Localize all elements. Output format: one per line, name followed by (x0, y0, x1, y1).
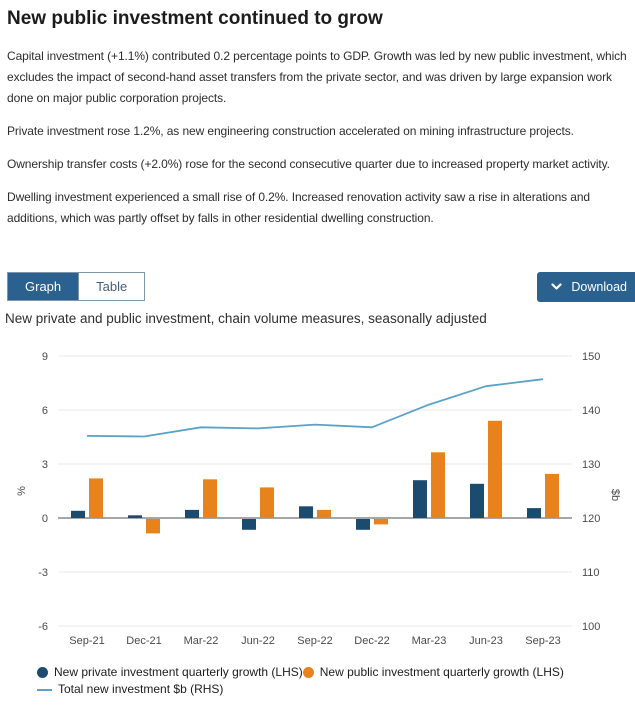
legend-item-total[interactable]: Total new investment $b (RHS) (37, 681, 223, 698)
public-bars (89, 420, 559, 534)
left-axis-title: % (16, 486, 28, 496)
legend-item-public[interactable]: New public investment quarterly growth (… (302, 664, 564, 681)
bar (146, 519, 160, 534)
bar (185, 509, 199, 518)
private-series-swatch (37, 667, 48, 678)
tab-table[interactable]: Table (78, 273, 145, 300)
investment-chart: 9 6 3 0 -3 -6 150 140 130 120 110 100% $b Sep-21 Dec-2… (16, 351, 621, 647)
x-axis-labels: Sep-21 Dec-21 Mar-22 Jun-22 Sep-22 Dec-22 Mar-… (69, 635, 560, 647)
legend-item-private[interactable]: New private investment quarterly growth … (37, 664, 303, 681)
bar (71, 510, 85, 518)
chevron-down-icon (551, 283, 563, 291)
page-title: New public investment continued to grow (7, 8, 383, 29)
svg-text:3: 3 (42, 459, 48, 471)
chart-toolbar: Graph Table Download (7, 272, 635, 302)
svg-text:-3: -3 (38, 567, 48, 579)
svg-text:120: 120 (582, 513, 600, 525)
svg-text:110: 110 (582, 567, 600, 579)
total-series-swatch (37, 688, 52, 691)
body-text: Capital investment (+1.1%) contributed 0… (7, 46, 635, 272)
download-label: Download (571, 280, 627, 294)
chart-legend: New private investment quarterly growth … (37, 664, 635, 698)
bar (260, 487, 274, 518)
legend-label-total: Total new investment $b (RHS) (58, 682, 224, 696)
bar (203, 479, 217, 518)
bar (89, 478, 103, 518)
bar (317, 509, 331, 518)
svg-text:Jun-23: Jun-23 (469, 635, 503, 647)
svg-text:9: 9 (42, 351, 48, 363)
svg-text:130: 130 (582, 459, 600, 471)
bar (413, 480, 427, 518)
total-investment-line (86, 378, 544, 438)
svg-text:Sep-22: Sep-22 (297, 635, 332, 647)
bar (470, 483, 484, 518)
svg-text:Sep-23: Sep-23 (525, 635, 560, 647)
bar (242, 519, 256, 530)
bar (128, 515, 142, 518)
paragraph: Capital investment (+1.1%) contributed 0… (7, 49, 627, 105)
svg-text:-6: -6 (38, 621, 48, 633)
chart-title: New private and public investment, chain… (5, 311, 487, 326)
public-series-swatch (302, 667, 314, 678)
svg-text:140: 140 (582, 405, 600, 417)
right-axis-title: $b (609, 489, 621, 501)
bar (356, 519, 370, 530)
article: New public investment continued to grow … (0, 8, 635, 714)
svg-text:100: 100 (582, 621, 600, 633)
view-switcher: Graph Table (7, 272, 146, 301)
tab-graph[interactable]: Graph (8, 273, 79, 300)
svg-text:6: 6 (42, 405, 48, 417)
chart-section: New private and public investment, chain… (0, 311, 635, 698)
bar (527, 508, 541, 518)
svg-text:0: 0 (42, 513, 48, 525)
bar (374, 519, 388, 525)
svg-text:Dec-21: Dec-21 (126, 635, 161, 647)
legend-label-public: New public investment quarterly growth (… (319, 665, 564, 679)
bar (545, 473, 559, 518)
bar (299, 506, 313, 518)
paragraph: Ownership transfer costs (+2.0%) rose fo… (7, 157, 610, 171)
svg-text:Sep-21: Sep-21 (69, 635, 104, 647)
right-axis-labels: 150 140 130 120 110 100 (582, 351, 600, 633)
paragraph: Dwelling investment experienced a small … (7, 190, 590, 225)
svg-text:Jun-22: Jun-22 (241, 635, 275, 647)
svg-text:150: 150 (582, 351, 600, 363)
svg-text:Mar-23: Mar-23 (412, 635, 447, 647)
download-button[interactable]: Download (537, 272, 635, 302)
legend-label-private: New private investment quarterly growth … (54, 665, 303, 679)
paragraph: Private investment rose 1.2%, as new eng… (7, 124, 574, 138)
svg-text:Dec-22: Dec-22 (354, 635, 389, 647)
private-bars (71, 480, 541, 530)
svg-text:Mar-22: Mar-22 (184, 635, 219, 647)
bar (488, 420, 502, 518)
bar (431, 452, 445, 518)
gridlines (58, 355, 572, 627)
left-axis-labels: 9 6 3 0 -3 -6 (38, 351, 48, 633)
